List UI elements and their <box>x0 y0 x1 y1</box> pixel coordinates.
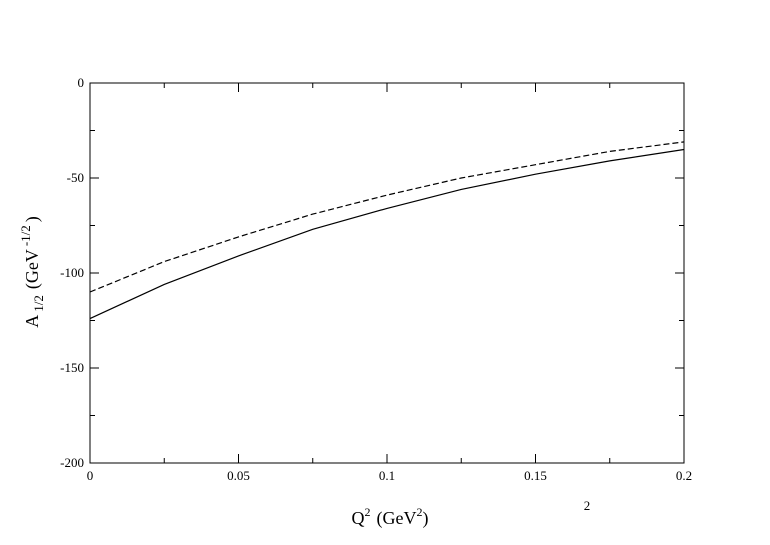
y-tick-label: -50 <box>67 170 84 185</box>
x-axis-label: Q2 (GeV2) <box>352 505 429 529</box>
data-line <box>89 141 685 293</box>
y-tick-label: -150 <box>60 360 84 375</box>
x-tick-label: 0.1 <box>379 468 395 483</box>
x-tick-label: 0.15 <box>524 468 547 483</box>
x-label-unit-sup: 2 <box>416 505 422 519</box>
y-tick-label: 0 <box>78 75 85 90</box>
x-tick-label: 0.05 <box>227 468 250 483</box>
x-tick-label: 0.2 <box>676 468 692 483</box>
y-tick-label: -200 <box>60 455 84 470</box>
y-label-close: ) <box>22 216 43 222</box>
y-label-unit: (GeV <box>22 249 43 289</box>
x-label-close: ) <box>422 508 428 529</box>
x-tick-label: 0 <box>87 468 94 483</box>
x-label-sup: 2 <box>365 505 371 519</box>
annotation: 2 <box>584 498 591 513</box>
y-axis-label: A 1/2 (GeV -1/2) <box>18 216 46 328</box>
y-label-main: A <box>22 315 42 328</box>
plot-frame <box>89 82 685 464</box>
y-label-sub: 1/2 <box>31 295 46 312</box>
y-label-unit-sup: -1/2 <box>18 225 33 246</box>
x-label-main: Q <box>352 508 365 528</box>
data-line <box>89 148 685 320</box>
x-label-unit: (GeV <box>377 508 417 529</box>
y-tick-label: -100 <box>60 265 84 280</box>
